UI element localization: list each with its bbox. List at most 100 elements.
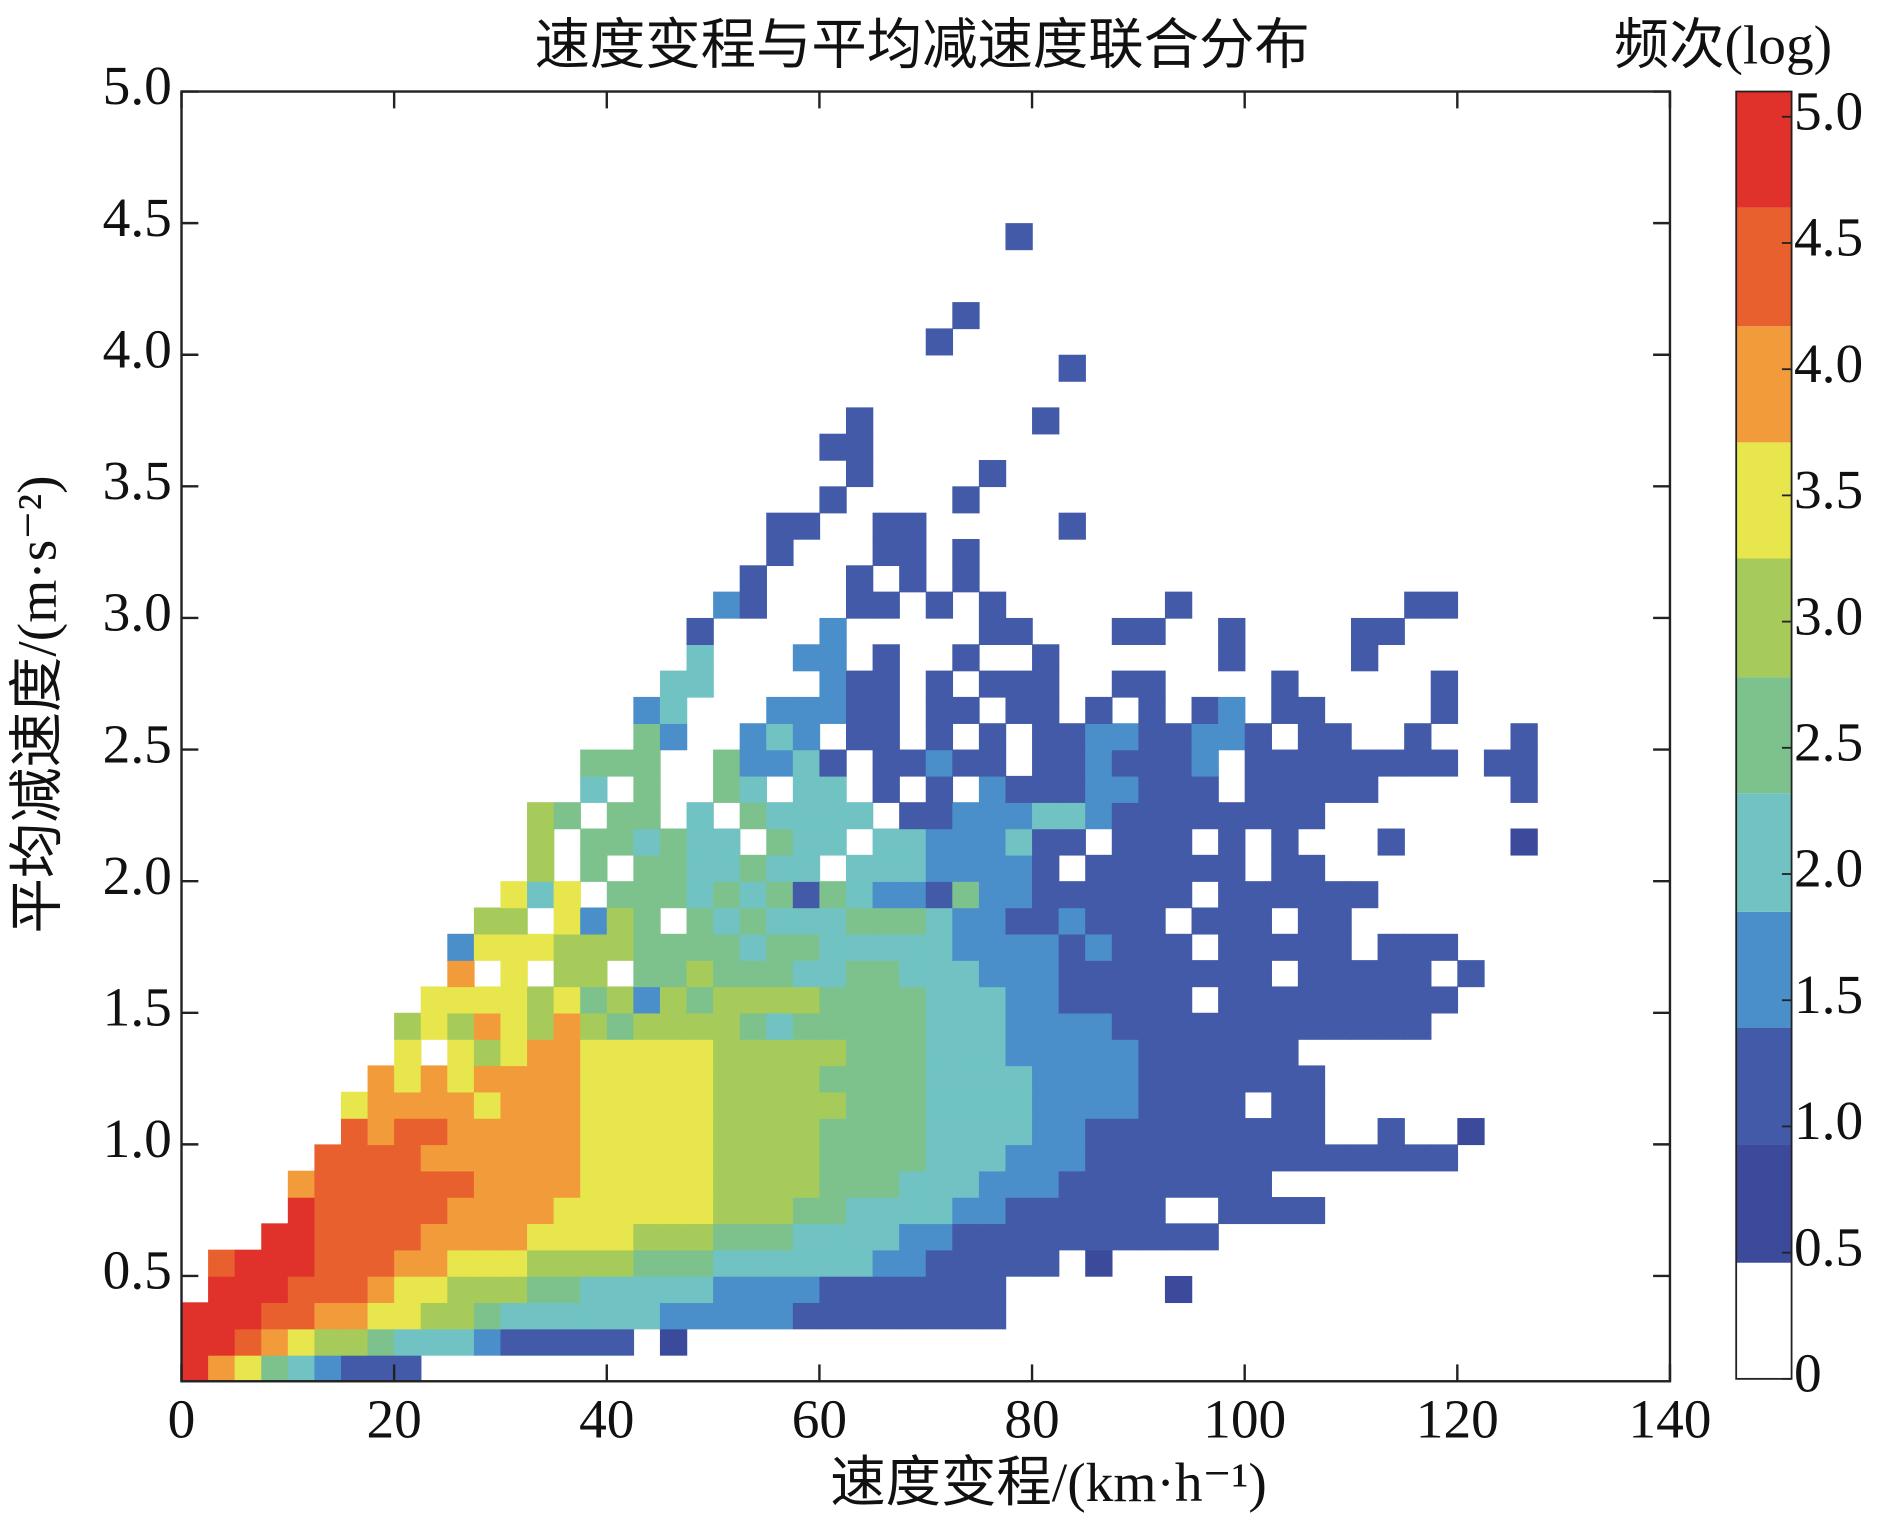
heatmap-cell xyxy=(1218,1039,1246,1067)
heatmap-cell xyxy=(739,749,767,777)
heatmap-cell xyxy=(845,1275,874,1304)
heatmap-cell xyxy=(473,1249,502,1277)
heatmap-cell xyxy=(1510,749,1538,777)
colorbar-tick-label: 4.5 xyxy=(1794,207,1863,268)
heatmap-cell xyxy=(1138,907,1166,935)
heatmap-cell xyxy=(1032,986,1060,1014)
heatmap-cell xyxy=(952,1249,980,1277)
heatmap-cell xyxy=(1218,854,1246,882)
heatmap-cell xyxy=(819,749,847,777)
heatmap-cell xyxy=(1138,881,1166,909)
heatmap-cell xyxy=(766,749,794,777)
heatmap-cell xyxy=(1005,854,1033,882)
heatmap-cell xyxy=(792,1223,821,1251)
heatmap-cell xyxy=(686,960,714,988)
heatmap-cell xyxy=(1244,802,1272,830)
heatmap-cell xyxy=(845,460,874,488)
heatmap-cell xyxy=(925,1012,954,1040)
heatmap-cell xyxy=(447,933,475,961)
heatmap-cell xyxy=(580,1144,608,1172)
colorbar-band xyxy=(1736,207,1792,327)
heatmap-cell xyxy=(394,1275,422,1304)
heatmap-cell xyxy=(978,933,1007,961)
y-tick-label: 1.0 xyxy=(103,1108,172,1169)
heatmap-cell xyxy=(1218,1012,1246,1040)
heatmap-cell xyxy=(580,1091,608,1119)
heatmap-cell xyxy=(261,1328,289,1356)
heatmap-cell xyxy=(1138,854,1166,882)
heatmap-cell xyxy=(925,1144,954,1172)
heatmap-cell xyxy=(553,960,581,988)
heatmap-cell xyxy=(686,617,714,645)
heatmap-cell xyxy=(527,1275,555,1304)
heatmap-cell xyxy=(925,723,954,751)
heatmap-cell xyxy=(1111,854,1140,882)
heatmap-cell xyxy=(872,512,900,540)
colorbar-band xyxy=(1736,911,1792,1028)
heatmap-cell xyxy=(766,1302,794,1330)
heatmap-cell xyxy=(208,1275,236,1304)
heatmap-cell xyxy=(1404,960,1432,988)
heatmap-cell xyxy=(1058,1091,1086,1119)
heatmap-cell xyxy=(1191,775,1219,803)
heatmap-cell xyxy=(314,1223,342,1251)
y-tick-label: 4.5 xyxy=(103,187,172,248)
heatmap-cell xyxy=(739,907,767,935)
heatmap-cell xyxy=(872,775,900,803)
heatmap-cell xyxy=(1191,723,1219,751)
heatmap-cell xyxy=(580,828,608,856)
heatmap-cell xyxy=(1005,960,1033,988)
y-tick-label: 4.0 xyxy=(103,318,172,379)
heatmap-cell xyxy=(1085,933,1113,961)
heatmap-cell xyxy=(553,1328,581,1356)
colorbar-band xyxy=(1736,1262,1792,1379)
heatmap-cell xyxy=(766,854,794,882)
heatmap-cell xyxy=(1138,1091,1166,1119)
heatmap-cell xyxy=(340,1223,369,1251)
heatmap-cell xyxy=(1111,960,1140,988)
heatmap-cell xyxy=(1351,986,1379,1014)
heatmap-cell xyxy=(1164,986,1193,1014)
heatmap-cell xyxy=(819,933,847,961)
heatmap-cell xyxy=(553,986,581,1014)
heatmap-cell xyxy=(925,1170,954,1198)
heatmap-cell xyxy=(1138,1197,1166,1225)
heatmap-cell xyxy=(606,802,635,830)
heatmap-cell xyxy=(713,1275,741,1304)
heatmap-cell xyxy=(952,986,980,1014)
heatmap-cell xyxy=(899,828,927,856)
heatmap-cell xyxy=(553,1039,581,1067)
heatmap-cell xyxy=(845,1302,874,1330)
heatmap-cell xyxy=(686,1302,714,1330)
heatmap-cell xyxy=(553,1302,581,1330)
heatmap-cell xyxy=(925,1275,954,1304)
heatmap-cell xyxy=(1005,1012,1033,1040)
heatmap-cell xyxy=(978,1118,1007,1146)
heatmap-cell xyxy=(606,1302,635,1330)
heatmap-cell xyxy=(659,723,688,751)
heatmap-cell xyxy=(1164,1118,1193,1146)
heatmap-cell xyxy=(1457,960,1485,988)
heatmap-cell xyxy=(1271,696,1299,724)
heatmap-cell xyxy=(234,1249,262,1277)
heatmap-cell xyxy=(1005,1197,1033,1225)
heatmap-cell xyxy=(1218,828,1246,856)
heatmap-cell xyxy=(1032,723,1060,751)
heatmap-cell xyxy=(1324,749,1352,777)
heatmap-cell xyxy=(978,907,1007,935)
heatmap-cell xyxy=(713,1302,741,1330)
heatmap-cell xyxy=(527,854,555,882)
heatmap-cell xyxy=(766,960,794,988)
y-tick-label: 2.5 xyxy=(103,713,172,774)
heatmap-cell xyxy=(1032,644,1060,672)
heatmap-cell xyxy=(872,1197,900,1225)
heatmap-cell xyxy=(1111,1012,1140,1040)
heatmap-cell xyxy=(1297,881,1326,909)
heatmap-cell xyxy=(713,1197,741,1225)
heatmap-cell xyxy=(978,881,1007,909)
heatmap-cell xyxy=(739,775,767,803)
heatmap-cell xyxy=(1005,1249,1033,1277)
heatmap-cell xyxy=(978,1039,1007,1067)
heatmap-cell xyxy=(872,1302,900,1330)
heatmap-cell xyxy=(1218,986,1246,1014)
